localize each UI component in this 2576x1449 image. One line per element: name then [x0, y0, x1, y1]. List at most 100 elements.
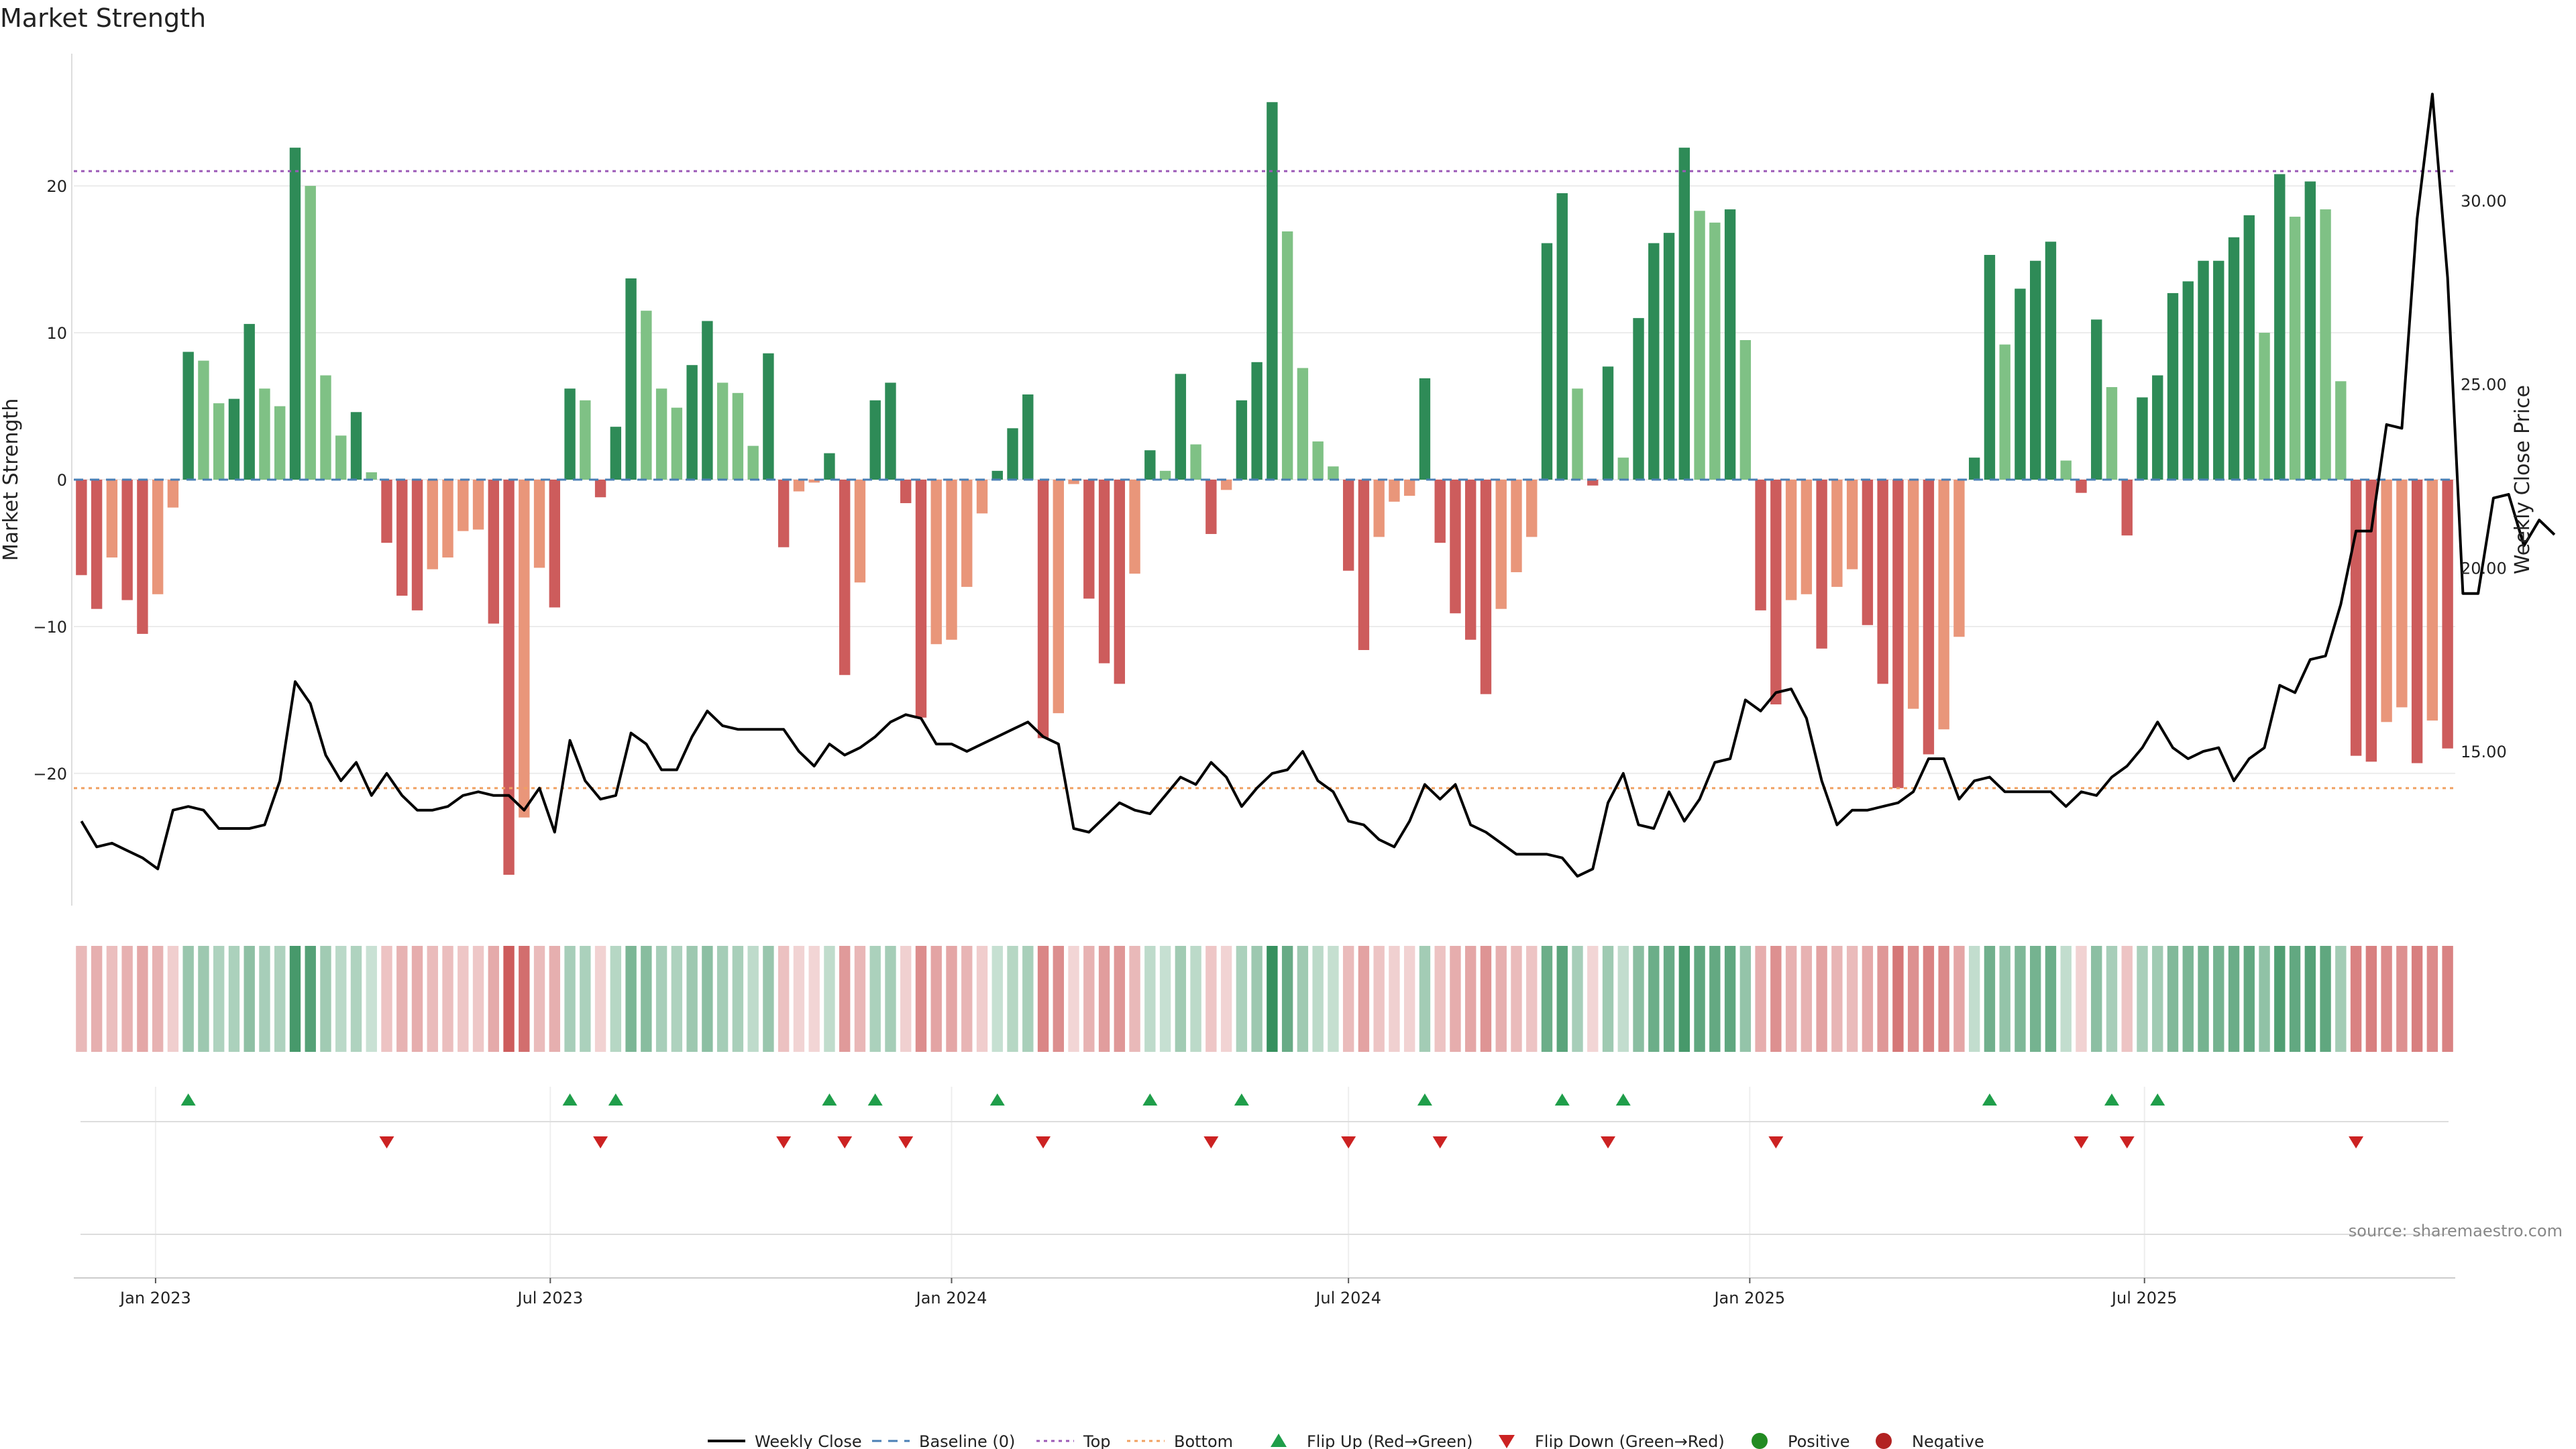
legend-item: Bottom [1127, 1432, 1233, 1449]
heatmap-cell [1007, 946, 1018, 1052]
heatmap-cell [1648, 946, 1660, 1052]
strength-bar [1465, 480, 1477, 640]
flip-up-marker [608, 1093, 623, 1106]
legend-label: Weekly Close [755, 1432, 862, 1449]
strength-bar [2045, 241, 2057, 480]
strength-bar [732, 392, 744, 480]
reference-lines [74, 170, 2455, 790]
flip-down-marker [1036, 1136, 1051, 1148]
strength-bar [1175, 374, 1187, 480]
strength-bar [1923, 480, 1935, 755]
x-tick-label: Jul 2025 [2110, 1289, 2178, 1307]
flip-down-marker [2119, 1136, 2135, 1148]
heatmap-cell [458, 946, 469, 1052]
strength-bar [1511, 480, 1522, 572]
strength-bar [1328, 466, 1339, 480]
strength-bar [915, 480, 927, 718]
heatmap-cell [1450, 946, 1461, 1052]
strength-bar [2137, 397, 2148, 480]
axes-layer: −20 −10 0 10 20 15.00 20.00 25.00 30.00 [33, 54, 2507, 906]
strength-bar [182, 352, 194, 480]
strength-bar [702, 321, 713, 480]
strength-bar [1450, 480, 1461, 614]
flip-down-marker [379, 1136, 394, 1148]
strength-bar [1785, 480, 1797, 600]
heatmap-cell [91, 946, 103, 1052]
flip-down-marker [593, 1136, 608, 1148]
heatmap-cell [1297, 946, 1309, 1052]
heatmap-cell [350, 946, 362, 1052]
heatmap-cell [946, 946, 957, 1052]
strength-bar [2076, 480, 2087, 493]
strength-bar [1739, 339, 1752, 480]
flip-down-marker [1341, 1136, 1356, 1148]
strength-bar [1342, 480, 1354, 571]
heatmap-cell [641, 946, 652, 1052]
strength-bar [1602, 366, 1614, 480]
heatmap-cell [930, 946, 942, 1052]
heatmap-cell [1236, 946, 1248, 1052]
heatmap-cell [305, 946, 316, 1052]
heatmap-cell [991, 946, 1003, 1052]
strength-bar [2243, 215, 2255, 480]
strength-bar [1801, 480, 1813, 594]
strength-bar [839, 480, 851, 676]
strength-bar [1281, 231, 1293, 480]
flip-down-marker [2349, 1136, 2364, 1148]
heatmap-cell [1816, 946, 1827, 1052]
heatmap-cell [2060, 946, 2072, 1052]
heatmap-cell [594, 946, 606, 1052]
strength-bar [2182, 281, 2194, 480]
strength-bar [580, 400, 591, 480]
strength-bar [167, 480, 179, 508]
flip-up-marker [867, 1093, 883, 1106]
heatmap-cell [549, 946, 561, 1052]
strength-bar [1862, 480, 1874, 625]
heatmap-cell [1633, 946, 1644, 1052]
heatmap-cell [869, 946, 881, 1052]
heatmap-cell [2396, 946, 2408, 1052]
strength-bar [2304, 181, 2316, 480]
strength-bar [335, 435, 347, 480]
heatmap-cell [152, 946, 164, 1052]
strength-bar [671, 407, 683, 480]
heatmap-cell [2152, 946, 2163, 1052]
strength-bar [641, 311, 652, 480]
heatmap-cell [1572, 946, 1583, 1052]
strength-bar [594, 480, 606, 498]
heatmap-cell [2213, 946, 2224, 1052]
strength-bar [610, 427, 622, 480]
heatmap-cell [900, 946, 912, 1052]
strength-bar [1358, 480, 1370, 650]
strength-bar [1831, 480, 1843, 587]
strength-bar [900, 480, 912, 504]
heatmap-cell [1403, 946, 1415, 1052]
strength-bar [1129, 480, 1140, 574]
y-tick-label: −10 [33, 618, 67, 637]
strength-bar [2015, 288, 2026, 480]
heatmap-cell [1801, 946, 1813, 1052]
strength-bar [1953, 480, 1965, 637]
heatmap-cell [1938, 946, 1949, 1052]
x-tick-label: Jan 2024 [915, 1289, 987, 1307]
strength-bar [1114, 480, 1126, 684]
strength-bar [564, 388, 576, 480]
strength-bar [1083, 480, 1095, 599]
legend-item: Weekly Close [708, 1432, 862, 1449]
strength-bar [655, 388, 667, 480]
heatmap-cell [2442, 946, 2453, 1052]
flip-markers [80, 1093, 2449, 1235]
heatmap-cell [1328, 946, 1339, 1052]
flip-down-marker [776, 1136, 792, 1148]
heatmap-cell [228, 946, 240, 1052]
strength-bar [411, 480, 423, 610]
y2-tick-label: 30.00 [2461, 192, 2507, 211]
heatmap-cell [2091, 946, 2102, 1052]
legend-item: Negative [1876, 1432, 1984, 1449]
legend-item: Top [1036, 1432, 1111, 1449]
strength-bar [2274, 174, 2286, 480]
strength-bar [1633, 318, 1644, 480]
heatmap-cell [2381, 946, 2392, 1052]
heatmap-cell [137, 946, 148, 1052]
strength-bar [1022, 394, 1034, 480]
